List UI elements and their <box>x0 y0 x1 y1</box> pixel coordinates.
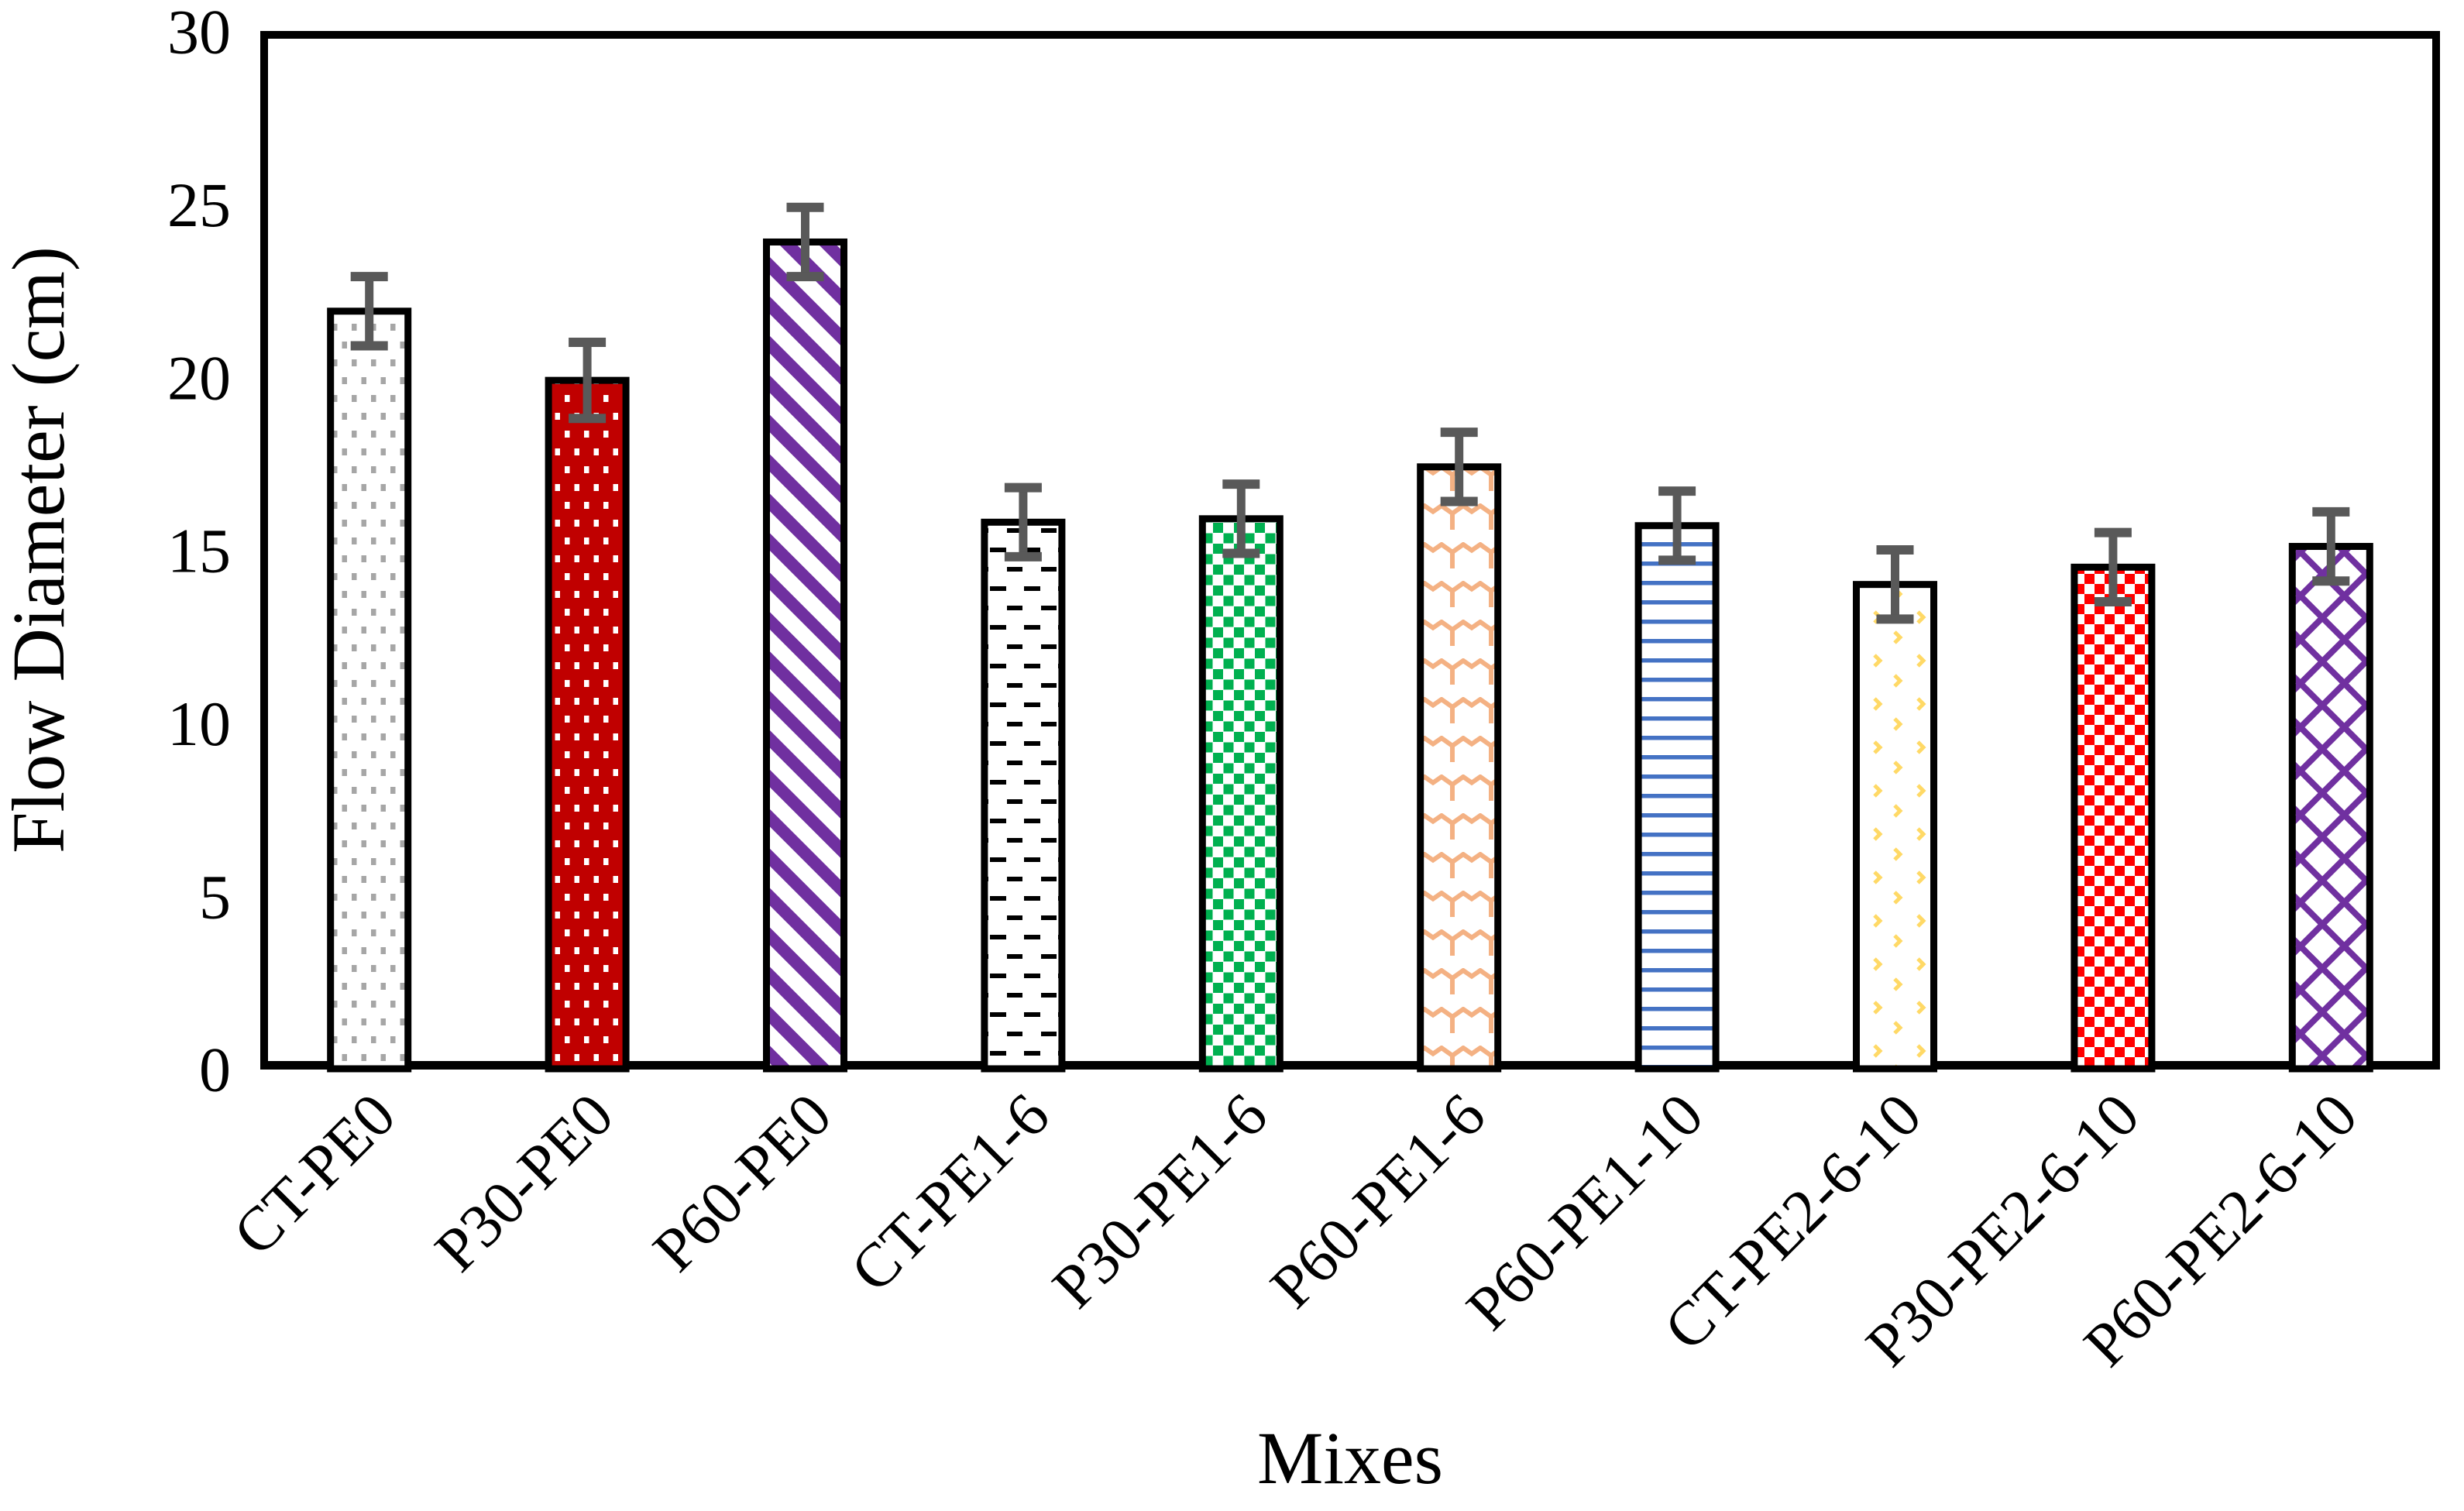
error-bar-CT-PE0 <box>350 272 388 351</box>
x-category-label-P30-PE1-6: P30-PE1-6 <box>1040 1081 1281 1322</box>
y-tick-label-10: 10 <box>167 689 231 759</box>
error-bar-CT-PE1-6 <box>1004 482 1042 561</box>
bar-P30-PE0 <box>545 376 630 1073</box>
bar-P60-PE1-6 <box>1417 463 1502 1073</box>
bar-P30-PE1-6 <box>1198 515 1284 1073</box>
x-category-label-P30-PE0: P30-PE0 <box>422 1081 626 1285</box>
error-bar-P30-PE2-6-10 <box>2094 527 2132 606</box>
bar-P60-PE1-10 <box>1634 522 1720 1073</box>
bar-P60-PE2-6-10 <box>2288 543 2373 1073</box>
y-tick-label-20: 20 <box>167 342 231 413</box>
y-tick-label-5: 5 <box>199 861 231 932</box>
y-axis-title: Flow Diameter (cm) <box>0 246 80 853</box>
error-bar-P60-PE0 <box>786 202 824 282</box>
x-category-label-CT-PE1-6: CT-PE1-6 <box>838 1081 1063 1306</box>
error-bar-P60-PE2-6-10 <box>2312 507 2350 586</box>
y-tick-label-0: 0 <box>199 1035 231 1105</box>
error-bar-P60-PE1-6 <box>1440 428 1478 507</box>
error-bar-CT-PE2-6-10 <box>1876 545 1914 624</box>
x-category-label-P60-PE0: P60-PE0 <box>641 1081 844 1285</box>
bar-CT-PE1-6 <box>981 518 1066 1073</box>
category-labels-layer: CT-PE0 P30-PE0 P60-PE0CT-PE1-6P30-PE1-6P60… <box>221 1081 2370 1380</box>
bars-layer <box>327 238 2373 1073</box>
bar-P30-PE2-6-10 <box>2071 563 2156 1073</box>
error-bars-layer <box>350 202 2350 624</box>
bar-CT-PE2-6-10 <box>1853 581 1937 1073</box>
y-tick-label-25: 25 <box>167 170 231 240</box>
error-bar-P60-PE1-10 <box>1658 486 1696 565</box>
error-bar-P30-PE1-6 <box>1222 479 1260 558</box>
tick-labels-layer: 0 5 10 15 20 25 30 <box>167 0 231 1105</box>
x-axis-title: Mixes <box>1257 1417 1443 1499</box>
y-tick-label-30: 30 <box>167 0 231 67</box>
x-category-label-CT-PE0: CT-PE0 <box>221 1081 408 1269</box>
error-bar-P30-PE0 <box>569 338 607 424</box>
x-category-label-P60-PE1-6: P60-PE1-6 <box>1258 1081 1499 1322</box>
bar-CT-PE0 <box>327 307 412 1073</box>
bar-P60-PE0 <box>763 238 847 1073</box>
y-tick-label-15: 15 <box>167 516 231 586</box>
